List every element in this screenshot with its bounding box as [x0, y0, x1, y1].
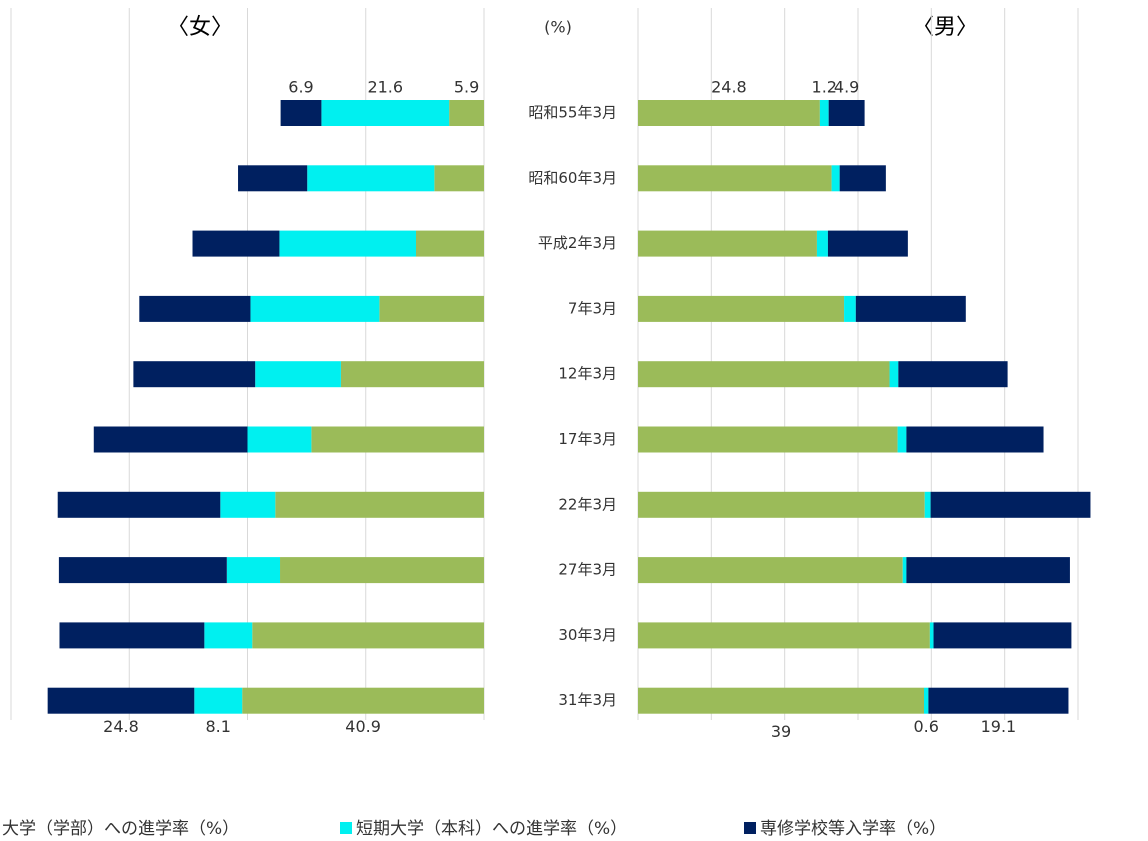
data-label: 6.9	[288, 78, 313, 97]
bar-segment	[816, 230, 828, 257]
bar-segment	[242, 687, 484, 714]
bar-segment	[58, 557, 227, 584]
bar-segment	[638, 622, 930, 649]
category-label: 30年3月	[558, 626, 617, 644]
bar-segment	[924, 687, 929, 714]
category-label: 7年3月	[568, 299, 617, 317]
bar-segment	[194, 687, 243, 714]
legend-label: 専修学校等入学率（%）	[760, 819, 946, 839]
legend-label: 大学（学部）への進学率（%）	[2, 819, 239, 839]
bar-segment	[828, 100, 865, 126]
bar-segment	[133, 361, 256, 388]
bar-segment	[906, 557, 1070, 584]
data-label: 39	[771, 722, 791, 741]
bar-segment	[831, 165, 840, 192]
bar-segment	[638, 165, 832, 192]
data-label: 4.9	[834, 78, 859, 97]
bar-segment	[220, 491, 276, 518]
legend-swatch	[744, 822, 756, 834]
bar-segment	[930, 491, 1091, 518]
bar-segment	[416, 230, 484, 257]
bar-segment	[59, 622, 205, 649]
data-label: 1.2	[812, 78, 837, 97]
category-label: 昭和60年3月	[528, 169, 617, 187]
unit-label: (%)	[544, 18, 572, 37]
category-label: 平成2年3月	[538, 234, 617, 252]
data-label: 19.1	[981, 717, 1017, 736]
bar-segment	[57, 491, 221, 518]
bar-segment	[638, 687, 924, 714]
data-label: 5.9	[454, 78, 479, 97]
bar-segment	[928, 687, 1069, 714]
data-label: 24.8	[711, 78, 747, 97]
bar-segment	[933, 622, 1072, 649]
category-label: 31年3月	[558, 691, 617, 709]
bar-segment	[47, 687, 195, 714]
bar-segment	[252, 622, 484, 649]
bar-segment	[279, 230, 417, 257]
data-label: 8.1	[206, 717, 231, 736]
bar-segment	[924, 491, 931, 518]
data-label: 21.6	[367, 78, 403, 97]
bar-segment	[255, 361, 341, 388]
bar-segment	[280, 557, 484, 584]
bar-segment	[638, 426, 898, 453]
bar-segment	[250, 295, 380, 322]
bar-segment	[204, 622, 253, 649]
legend-label: 短期大学（本科）への進学率（%）	[356, 819, 627, 839]
category-label: 27年3月	[558, 561, 617, 579]
data-label: 40.9	[345, 717, 381, 736]
bar-segment	[855, 295, 966, 322]
bar-segment	[638, 361, 890, 388]
bar-segment	[819, 100, 829, 126]
bar-segment	[889, 361, 899, 388]
category-label: 昭和55年3月	[528, 104, 617, 122]
bar-segment	[340, 361, 484, 388]
bar-segment	[321, 100, 450, 126]
bar-segment	[827, 230, 908, 257]
bar-segment	[379, 295, 484, 322]
bar-segment	[238, 165, 308, 192]
bar-segment	[307, 165, 435, 192]
data-label: 24.8	[103, 717, 139, 736]
bar-segment	[93, 426, 248, 453]
bar-segment	[192, 230, 280, 257]
bar-segment	[638, 295, 845, 322]
bar-segment	[638, 100, 820, 126]
bar-segment	[902, 557, 907, 584]
bar-segment	[929, 622, 934, 649]
legend-swatch	[340, 822, 352, 834]
bar-segment	[280, 100, 322, 126]
bar-segment	[449, 100, 484, 126]
bar-segment	[638, 491, 925, 518]
category-label: 17年3月	[558, 430, 617, 448]
category-label: 12年3月	[558, 365, 617, 383]
bar-segment	[897, 426, 907, 453]
bar-segment	[311, 426, 484, 453]
bar-segment	[906, 426, 1044, 453]
bar-segment	[638, 230, 817, 257]
bar-segment	[139, 295, 251, 322]
category-label: 22年3月	[558, 495, 617, 513]
bar-segment	[247, 426, 312, 453]
bar-segment	[844, 295, 856, 322]
data-label: 0.6	[913, 717, 938, 736]
bar-segment	[839, 165, 886, 192]
bar-segment	[275, 491, 484, 518]
bar-segment	[434, 165, 484, 192]
chart-title: 〈女〉	[167, 15, 233, 40]
chart-title: 〈男〉	[912, 15, 978, 40]
bar-segment	[898, 361, 1008, 388]
bar-segment	[638, 557, 903, 584]
bar-segment	[226, 557, 281, 584]
